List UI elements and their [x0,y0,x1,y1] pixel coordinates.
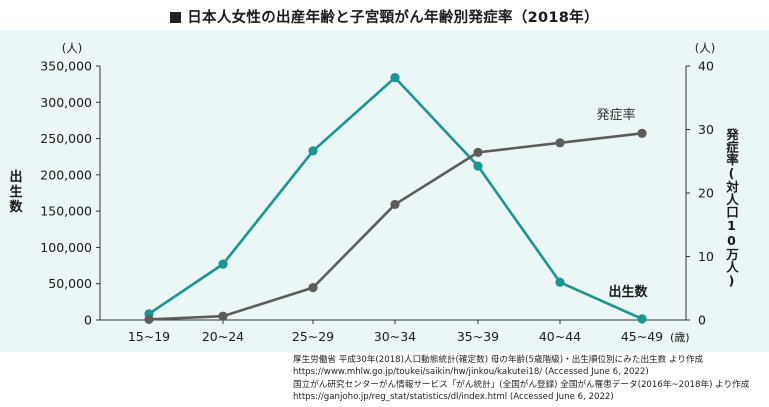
right-tick-label: 10 [698,249,714,264]
births-point [218,259,228,269]
left-tick-label: 200,000 [40,167,92,182]
left-axis-label: 出生数 [9,170,23,215]
x-tick-label: 40~44 [539,329,581,344]
left-tick-label: 100,000 [40,240,92,255]
source-notes: 厚生労働省 平成30年(2018)人口動態統計(確定数) 母の年齢(5歳階級)・… [293,354,749,403]
right-tick-label: 40 [698,59,714,74]
left-tick-label: 150,000 [40,204,92,219]
births-series-label: 出生数 [608,284,648,300]
x-tick-label: 30~34 [374,329,416,344]
left-tick-label: 0 [84,313,92,328]
right-tick-label: 0 [698,313,706,328]
births-point [308,146,318,156]
right-tick-label: 30 [698,122,714,137]
incidence-point [308,283,318,293]
chart-panel [0,30,769,352]
chart-title-text: 日本人女性の出産年齢と子宮頸がん年齢別発症率（2018年） [187,10,599,26]
x-axis-unit: (歳) [670,331,690,344]
x-tick-label: 25~29 [292,329,334,344]
chart-title: 日本人女性の出産年齢と子宮頸がん年齢別発症率（2018年） [0,6,769,27]
source-line: https://ganjoho.jp/reg_stat/statistics/d… [293,391,614,402]
left-tick-label: 300,000 [40,95,92,110]
source-line: 国立がん研究センターがん情報サービス「がん統計」(全国がん登録) 全国がん罹患デ… [293,379,750,390]
incidence-point [218,311,228,321]
incidence-point [637,128,647,138]
x-tick-label: 45~49 [621,329,663,344]
left-tick-label: 350,000 [40,59,92,74]
incidence-series-line [148,132,643,321]
births-point [637,314,647,324]
right-axis-unit: (人) [695,41,715,55]
left-axis-unit: (人) [62,41,82,55]
births-point [390,73,400,83]
x-tick-label: 20~24 [202,329,244,344]
left-tick-label: 250,000 [40,131,92,146]
births-series-line [148,76,643,321]
incidence-series-label: 発症率 [596,107,635,123]
right-axis-label: 発症率(対人口10万人) [724,128,739,288]
chart-svg: 0 50,000 100,000 150,000 200,000 250,000 300,0… [40,41,715,344]
right-tick-label: 20 [698,186,714,201]
x-tick-label: 35~39 [457,329,499,344]
incidence-point [390,199,400,210]
births-point [555,277,565,287]
incidence-point [555,138,565,148]
title-square-icon [170,12,182,23]
left-tick-label: 50,000 [48,276,92,291]
source-line: https://www.mhlw.go.jp/toukei/saikin/hw/… [293,367,649,378]
births-point [473,161,483,171]
incidence-point [144,314,154,324]
incidence-point [473,147,483,157]
source-line: 厚生労働省 平成30年(2018)人口動態統計(確定数) 母の年齢(5歳階級)・… [293,355,704,365]
x-tick-label: 15~19 [128,329,170,344]
